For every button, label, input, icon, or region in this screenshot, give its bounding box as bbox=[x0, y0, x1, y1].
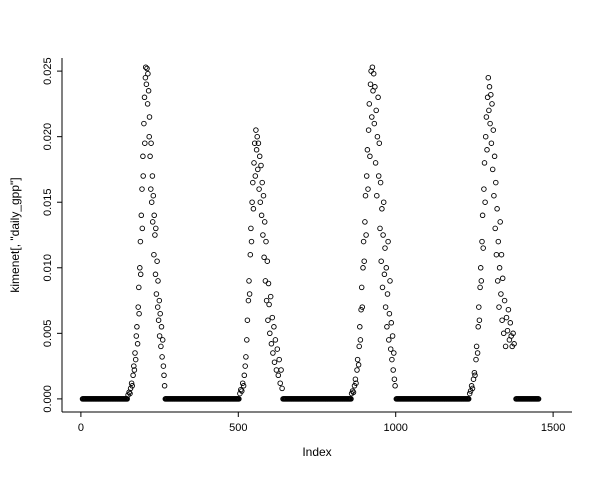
x-axis-label: Index bbox=[302, 445, 331, 459]
axes: 0 500 1000 1500 0.000 0.005 0.010 0.015 0.020 0.0… bbox=[42, 57, 572, 434]
y-axis-label: kimenet[, "daily_gpp"] bbox=[8, 177, 22, 292]
tick-label: 0.000 bbox=[42, 385, 54, 413]
tick-label: 0.020 bbox=[42, 123, 54, 151]
tick-label: 0.015 bbox=[42, 188, 54, 216]
tick-label: 1000 bbox=[383, 422, 407, 434]
tick-label: 0.025 bbox=[42, 57, 54, 85]
tick-label: 500 bbox=[229, 422, 247, 434]
tick-label: 0.010 bbox=[42, 254, 54, 282]
tick-label: 1500 bbox=[541, 422, 565, 434]
data-points bbox=[79, 64, 542, 402]
tick-label: 0.005 bbox=[42, 320, 54, 348]
tick-label: 0 bbox=[78, 422, 84, 434]
